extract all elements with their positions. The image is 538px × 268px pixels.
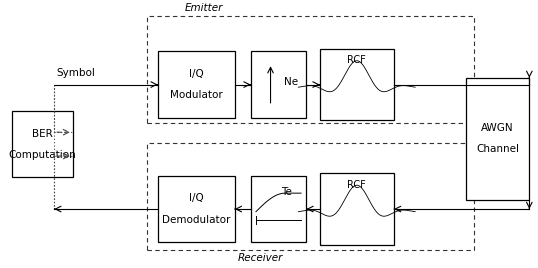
Text: Te: Te: [281, 187, 292, 196]
Text: AWGN: AWGN: [481, 123, 514, 133]
Bar: [158, 51, 235, 118]
Text: Computation: Computation: [9, 150, 76, 160]
Bar: [465, 78, 529, 200]
Text: RCF: RCF: [348, 180, 366, 190]
Text: I/Q: I/Q: [189, 69, 203, 79]
Bar: [320, 173, 394, 245]
Bar: [147, 16, 473, 123]
Bar: [158, 176, 235, 242]
Text: Channel: Channel: [476, 144, 519, 154]
Text: Demodulator: Demodulator: [162, 215, 230, 225]
Bar: [251, 176, 306, 242]
Text: Receiver: Receiver: [237, 253, 283, 263]
Text: Modulator: Modulator: [170, 90, 223, 100]
Text: RCF: RCF: [348, 55, 366, 65]
Bar: [320, 49, 394, 120]
Text: Emitter: Emitter: [185, 3, 223, 13]
Bar: [147, 143, 473, 250]
Bar: [12, 111, 73, 177]
Text: Symbol: Symbol: [57, 68, 96, 78]
Text: Ne: Ne: [284, 77, 298, 87]
Text: I/Q: I/Q: [189, 193, 203, 203]
Bar: [251, 51, 306, 118]
Text: BER: BER: [32, 129, 53, 139]
